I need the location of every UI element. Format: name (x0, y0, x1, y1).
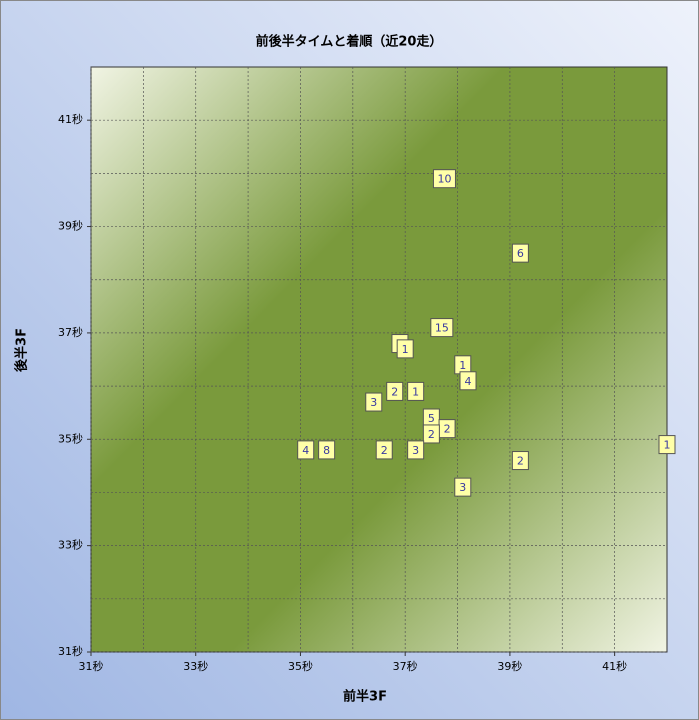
point: 2 (422, 424, 440, 444)
point: 4 (459, 371, 477, 391)
point-marker (432, 169, 456, 189)
point-label: 5 (428, 412, 435, 425)
point-marker (318, 440, 336, 460)
point-label: 10 (437, 173, 451, 186)
layer: 31秒 33秒 35秒 37秒 39秒 41秒 31秒 33秒 35秒 37秒 39秒 41秒 10 6 1… (58, 67, 676, 673)
point-marker (459, 371, 477, 391)
point-marker (422, 424, 440, 444)
point: 15 (430, 318, 454, 338)
point-label: 6 (517, 247, 524, 260)
point-marker (407, 381, 425, 401)
point-label: 2 (444, 423, 451, 436)
point-marker (511, 451, 529, 471)
point: 2 (375, 440, 393, 460)
point: 1 (407, 381, 425, 401)
x-tick-label: 39秒 (497, 659, 522, 673)
point: 1 (396, 339, 414, 359)
point: 2 (438, 419, 456, 439)
point: 5 (422, 408, 440, 428)
point-label: 2 (381, 444, 388, 457)
point-label: 2 (517, 455, 524, 468)
point-label: 1 (412, 385, 419, 398)
point: 3 (454, 477, 472, 497)
point-label: 1 (459, 359, 466, 372)
point-marker (511, 243, 529, 263)
point: 10 (432, 169, 456, 189)
point-marker (375, 440, 393, 460)
y-tick-label: 41秒 (58, 112, 83, 126)
x-tick-label: 31秒 (79, 659, 104, 673)
x-axis-label: 前半3F (343, 689, 387, 705)
point: 1 (658, 435, 676, 455)
point-label: 3 (459, 481, 466, 494)
point: 3 (407, 440, 425, 460)
y-axis-label: 後半3F (14, 328, 30, 372)
point-label: 3 (412, 444, 419, 457)
point: 2 (511, 451, 529, 471)
point-label: 8 (323, 444, 330, 457)
point-marker (658, 435, 676, 455)
point-label: 1 (402, 343, 409, 356)
y-tick-label: 35秒 (58, 431, 83, 445)
point: 1 (454, 355, 472, 375)
point-marker (297, 440, 315, 460)
point-marker (396, 339, 414, 359)
point-marker (365, 392, 383, 412)
point-marker (407, 440, 425, 460)
y-tick-label: 33秒 (58, 538, 83, 552)
point-label: 4 (302, 444, 309, 457)
point: 8 (318, 440, 336, 460)
point-label: 1 (664, 439, 671, 452)
x-tick-label: 33秒 (183, 659, 208, 673)
point: 4 (297, 440, 315, 460)
point-marker (386, 381, 404, 401)
x-tick-label: 41秒 (602, 659, 627, 673)
point-label: 4 (465, 375, 472, 388)
point-label: 3 (370, 396, 377, 409)
point-label: 15 (435, 322, 449, 335)
y-tick-label: 31秒 (58, 644, 83, 658)
point-label: 2 (391, 385, 398, 398)
y-tick-label: 37秒 (58, 325, 83, 339)
chart-title: 前後半タイムと着順（近20走） (256, 34, 443, 50)
x-tick-label: 35秒 (288, 659, 313, 673)
point-marker (430, 318, 454, 338)
point: 3 (365, 392, 383, 412)
x-tick-label: 37秒 (393, 659, 418, 673)
point: 6 (511, 243, 529, 263)
plot-area (90, 66, 668, 653)
point-marker (454, 477, 472, 497)
point: 2 (386, 381, 404, 401)
point-label: 2 (428, 428, 435, 441)
y-tick-label: 39秒 (58, 219, 83, 233)
